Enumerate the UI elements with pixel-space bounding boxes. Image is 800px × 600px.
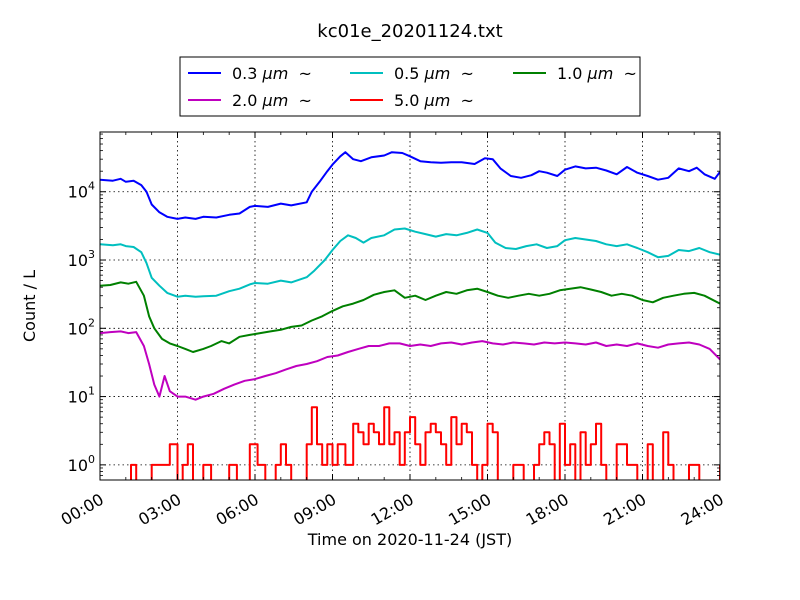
- x-tick-label: 03:00: [135, 490, 184, 530]
- x-tick-label: 18:00: [523, 490, 572, 530]
- series-line-1: [100, 227, 720, 298]
- y-tick-label: 104: [68, 180, 95, 202]
- legend-label-2: 1.0 μm ~: [557, 64, 637, 83]
- y-tick-exponent: 3: [88, 248, 95, 261]
- legend-suffix: ~: [623, 64, 636, 83]
- legend-size: 1.0: [557, 64, 582, 83]
- legend-size: 0.3: [232, 64, 257, 83]
- y-tick-base: 10: [68, 251, 88, 270]
- legend-unit: μm: [424, 64, 451, 83]
- y-tick-base: 10: [68, 183, 88, 202]
- y-tick-base: 10: [68, 456, 88, 475]
- legend-suffix: ~: [298, 64, 311, 83]
- legend-unit: μm: [587, 64, 614, 83]
- x-tick-label: 06:00: [213, 490, 262, 530]
- y-tick-label: 100: [68, 453, 95, 475]
- series-lines: [100, 151, 720, 480]
- x-tick-label: 09:00: [290, 490, 339, 530]
- series-line-0: [100, 151, 720, 220]
- legend-suffix: ~: [298, 91, 311, 110]
- y-tick-exponent: 1: [88, 385, 95, 398]
- series-line-2: [100, 280, 720, 353]
- legend-size: 5.0: [394, 91, 419, 110]
- legend-unit: μm: [424, 91, 451, 110]
- y-tick-label: 101: [68, 385, 95, 407]
- x-axis-label: Time on 2020-11-24 (JST): [307, 530, 512, 549]
- x-tick-label: 00:00: [58, 490, 107, 530]
- legend-unit: μm: [262, 64, 289, 83]
- legend-label-3: 2.0 μm ~: [232, 91, 312, 110]
- plot-border: [99, 131, 721, 481]
- legend-size: 0.5: [394, 64, 419, 83]
- chart-title: kc01e_20201124.txt: [317, 21, 502, 42]
- legend-suffix: ~: [460, 64, 473, 83]
- y-tick-base: 10: [68, 388, 88, 407]
- legend-size: 2.0: [232, 91, 257, 110]
- legend-label-4: 5.0 μm ~: [394, 91, 474, 110]
- series-line-3: [100, 330, 720, 401]
- y-tick-exponent: 0: [88, 453, 95, 466]
- legend-unit: μm: [262, 91, 289, 110]
- y-tick-exponent: 2: [88, 316, 95, 329]
- legend-box: [179, 56, 641, 117]
- y-tick-base: 10: [68, 319, 88, 338]
- series-line-4: [130, 406, 720, 480]
- y-tick-exponent: 4: [88, 180, 95, 193]
- legend-label-1: 0.5 μm ~: [394, 64, 474, 83]
- legend-label-0: 0.3 μm ~: [232, 64, 312, 83]
- x-tick-label: 12:00: [368, 490, 417, 530]
- legend: 0.3 μm ~0.5 μm ~1.0 μm ~2.0 μm ~5.0 μm ~: [179, 56, 641, 117]
- y-axis-label: Count / L: [20, 270, 39, 342]
- x-tick-label: 24:00: [678, 490, 727, 530]
- y-tick-label: 102: [68, 316, 95, 338]
- y-tick-label: 103: [68, 248, 95, 270]
- x-tick-label: 15:00: [445, 490, 494, 530]
- legend-suffix: ~: [460, 91, 473, 110]
- x-tick-label: 21:00: [600, 490, 649, 530]
